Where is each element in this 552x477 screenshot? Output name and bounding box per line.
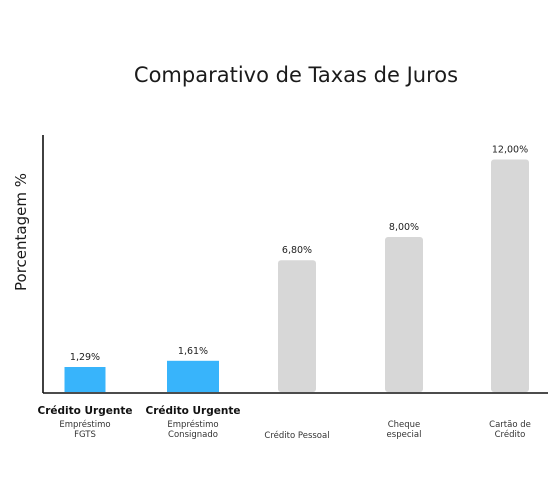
bars-group: 1,29%Crédito UrgenteEmpréstimoFGTS1,61%C… <box>38 144 531 441</box>
category-label-4-2: especial <box>387 430 422 440</box>
data-label-4: 8,00% <box>389 222 419 233</box>
category-label-3-1: Crédito Pessoal <box>264 430 329 441</box>
category-label-4-1: Cheque <box>388 420 421 430</box>
y-axis-label: Porcentagem % <box>12 173 30 291</box>
bar-2 <box>167 360 219 392</box>
chart-title: Comparativo de Taxas de Juros <box>134 63 458 87</box>
category-label-2-1: Empréstimo <box>167 419 218 430</box>
category-label-5-2: Crédito <box>495 429 526 440</box>
brand-label-2: Crédito Urgente <box>146 405 241 417</box>
category-label-1-2: FGTS <box>74 430 96 440</box>
data-label-2: 1,61% <box>178 346 208 357</box>
bar-3 <box>278 260 316 392</box>
data-label-5: 12,00% <box>492 144 528 155</box>
category-label-5-1: Cartão de <box>489 420 531 430</box>
bar-5 <box>491 159 529 392</box>
category-label-1-1: Empréstimo <box>59 419 110 430</box>
bar-4 <box>385 236 423 392</box>
data-label-1: 1,29% <box>70 352 100 363</box>
brand-label-1: Crédito Urgente <box>38 405 133 417</box>
data-label-3: 6,80% <box>282 245 312 256</box>
bar-1 <box>64 367 106 392</box>
category-label-2-2: Consignado <box>168 430 218 440</box>
